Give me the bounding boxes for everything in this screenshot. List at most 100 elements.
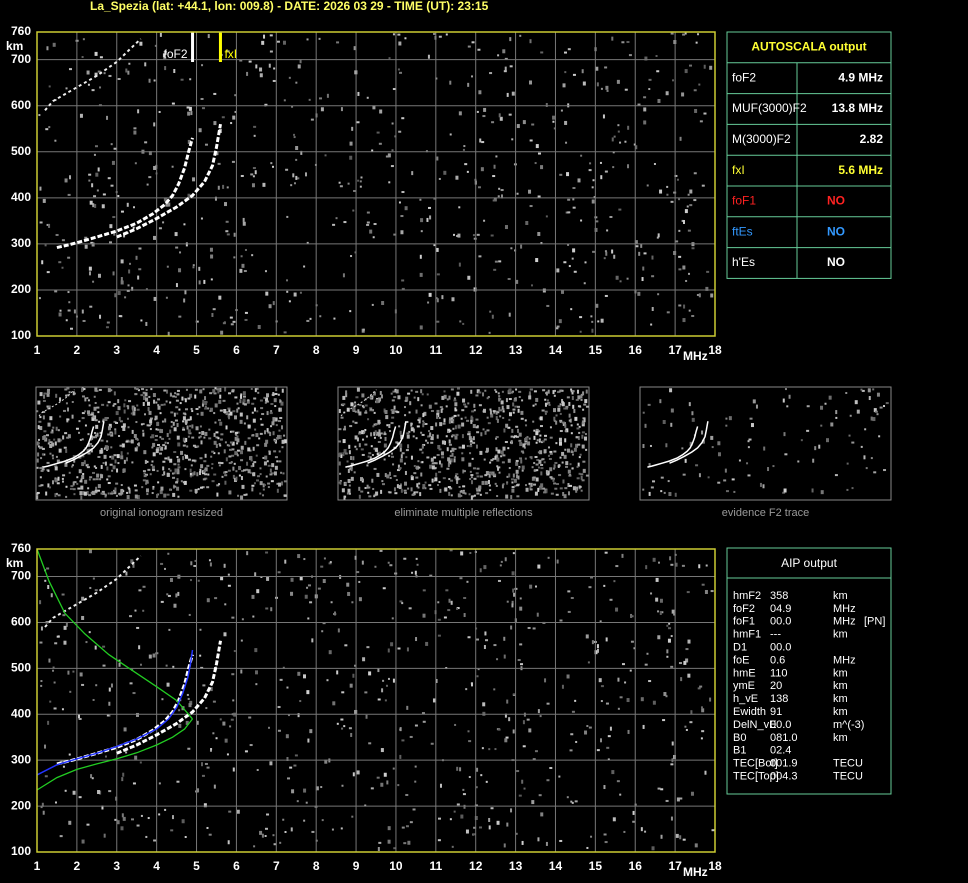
noise [81, 417, 85, 420]
noise [226, 50, 230, 53]
noise [88, 404, 91, 407]
noise [391, 409, 395, 414]
noise [490, 807, 494, 810]
noise [350, 255, 353, 258]
noise [564, 71, 567, 74]
noise [507, 447, 510, 450]
noise [47, 469, 50, 472]
noise [372, 393, 376, 396]
noise [168, 468, 171, 471]
noise [169, 577, 173, 582]
noise [561, 684, 564, 689]
noise [129, 682, 133, 685]
noise [118, 416, 121, 421]
noise [472, 467, 476, 470]
noise [361, 453, 365, 456]
noise [370, 445, 373, 448]
noise [42, 399, 46, 402]
noise [590, 576, 594, 579]
noise [41, 802, 44, 807]
noise [556, 483, 560, 486]
noise [604, 294, 608, 297]
noise [156, 493, 159, 498]
noise [391, 122, 394, 125]
noise [387, 561, 390, 564]
noise [696, 293, 699, 296]
noise [660, 788, 664, 791]
noise [350, 403, 354, 406]
noise [329, 561, 332, 564]
noise [206, 486, 210, 489]
noise [96, 473, 100, 478]
noise [413, 464, 416, 467]
noise [508, 312, 511, 317]
noise [174, 392, 177, 395]
noise [411, 493, 415, 496]
noise [375, 399, 379, 404]
x-tick-label: 6 [233, 859, 240, 873]
noise [693, 89, 697, 92]
noise [584, 399, 588, 404]
noise [668, 622, 671, 625]
noise [493, 475, 497, 478]
noise [176, 435, 180, 440]
noise [227, 407, 231, 410]
noise [166, 442, 169, 445]
noise [283, 434, 286, 437]
noise [52, 42, 56, 47]
noise [451, 416, 455, 419]
noise [539, 450, 543, 455]
noise [476, 475, 480, 478]
noise [204, 400, 208, 405]
noise [392, 88, 396, 91]
noise [404, 481, 408, 486]
noise [96, 432, 99, 437]
noise [185, 408, 189, 411]
noise [591, 186, 594, 189]
noise [541, 409, 545, 412]
noise [495, 447, 498, 452]
noise [516, 495, 520, 498]
noise [118, 435, 121, 438]
noise [516, 192, 519, 195]
noise [212, 700, 216, 703]
noise [253, 125, 257, 128]
noise [406, 420, 409, 423]
noise [195, 320, 199, 323]
noise [204, 407, 208, 410]
noise [122, 423, 126, 428]
noise [254, 388, 257, 393]
noise [701, 708, 705, 713]
noise [543, 438, 547, 441]
noise [226, 186, 229, 189]
noise [378, 841, 382, 844]
noise [111, 469, 114, 472]
noise [311, 638, 314, 643]
noise [406, 647, 409, 652]
noise [345, 393, 348, 398]
noise [237, 407, 240, 410]
noise [430, 441, 434, 444]
noise [401, 452, 405, 455]
noise [448, 598, 451, 603]
noise [691, 247, 695, 250]
noise [657, 98, 661, 103]
noise [396, 484, 399, 489]
noise [648, 78, 652, 81]
noise [142, 391, 146, 394]
noise [476, 638, 480, 641]
noise [398, 485, 402, 490]
noise [575, 740, 578, 743]
noise [747, 474, 751, 477]
noise [533, 390, 537, 393]
noise [361, 405, 364, 408]
noise [609, 215, 613, 218]
noise [121, 813, 124, 818]
noise [725, 490, 729, 493]
noise [482, 428, 485, 431]
noise [86, 466, 90, 469]
noise [230, 122, 233, 125]
noise [389, 477, 392, 480]
noise [578, 456, 581, 459]
noise [330, 601, 333, 604]
